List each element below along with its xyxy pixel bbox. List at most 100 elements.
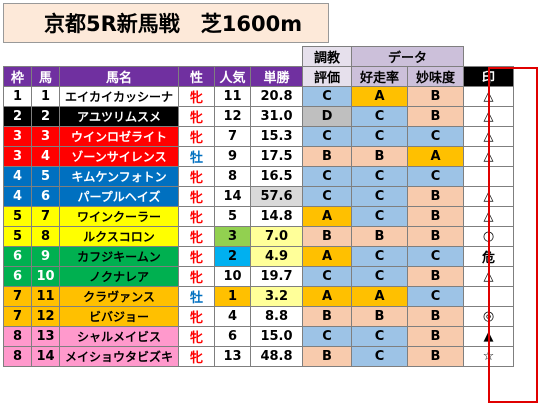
odds-cell: 17.5: [250, 146, 303, 167]
frame-number-cell: 2: [3, 106, 32, 127]
table-row: 1 1 エイカイカッシーナ牝 11 20.8 C A B △: [3, 86, 514, 107]
horse-name-cell: ビバジョー: [59, 306, 179, 327]
header-data-group: データ: [351, 46, 464, 67]
kosou-grade-cell: C: [351, 126, 408, 147]
training-grade-cell: D: [302, 106, 352, 127]
popularity-cell: 2: [214, 246, 251, 267]
horse-name-cell: ノクナレア: [59, 266, 179, 287]
training-grade-cell: C: [302, 166, 352, 187]
header-odds: 単勝: [250, 66, 303, 87]
table-row: 5 7 ワインクーラー牝 5 14.8 A C B △: [3, 206, 514, 227]
kosou-grade-cell: A: [351, 86, 408, 107]
horse-name-cell: アユツリムスメ: [59, 106, 179, 127]
mark-cell: △: [463, 266, 514, 287]
sex-cell: 牝: [178, 86, 215, 107]
popularity-cell: 13: [214, 346, 251, 367]
frame-number-cell: 6: [3, 246, 32, 267]
horse-name-cell: シャルメイビス: [59, 326, 179, 347]
training-grade-cell: B: [302, 146, 352, 167]
sex-cell: 牝: [178, 306, 215, 327]
horse-name-cell: カフジキームン: [59, 246, 179, 267]
horse-name-cell: エイカイカッシーナ: [59, 86, 179, 107]
horse-name-cell: ワインクーラー: [59, 206, 179, 227]
odds-cell: 15.0: [250, 326, 303, 347]
kosou-grade-cell: C: [351, 266, 408, 287]
header-training-bottom: 評価: [302, 66, 352, 87]
horse-number-cell: 8: [31, 226, 60, 247]
table-row: 2 2 アユツリムスメ牝 12 31.0 D C B △: [3, 106, 514, 127]
training-grade-cell: A: [302, 246, 352, 267]
popularity-cell: 14: [214, 186, 251, 207]
frame-number-cell: 5: [3, 206, 32, 227]
myomi-grade-cell: B: [407, 206, 464, 227]
odds-cell: 19.7: [250, 266, 303, 287]
table-row: 8 14 メイショウタビズキ牝 13 48.8 B C B ☆: [3, 346, 514, 367]
frame-number-cell: 8: [3, 326, 32, 347]
horse-name-cell: ウインロゼライト: [59, 126, 179, 147]
mark-cell: ▲: [463, 326, 514, 347]
myomi-grade-cell: C: [407, 166, 464, 187]
myomi-grade-cell: C: [407, 246, 464, 267]
horse-number-cell: 13: [31, 326, 60, 347]
mark-cell: ☆: [463, 346, 514, 367]
kosou-grade-cell: C: [351, 346, 408, 367]
frame-number-cell: 5: [3, 226, 32, 247]
frame-number-cell: 7: [3, 286, 32, 307]
odds-cell: 8.8: [250, 306, 303, 327]
horse-name-cell: パープルヘイズ: [59, 186, 179, 207]
horse-number-cell: 14: [31, 346, 60, 367]
odds-cell: 20.8: [250, 86, 303, 107]
header-sex: 性: [178, 66, 215, 87]
myomi-grade-cell: A: [407, 146, 464, 167]
popularity-cell: 11: [214, 86, 251, 107]
horse-number-cell: 4: [31, 146, 60, 167]
myomi-grade-cell: B: [407, 306, 464, 327]
mark-cell: △: [463, 206, 514, 227]
sex-cell: 牝: [178, 326, 215, 347]
training-grade-cell: C: [302, 266, 352, 287]
mark-cell: △: [463, 146, 514, 167]
header-popularity: 人気: [214, 66, 251, 87]
mark-cell: [463, 166, 514, 187]
myomi-grade-cell: C: [407, 126, 464, 147]
odds-cell: 15.3: [250, 126, 303, 147]
race-entry-table: 調教 データ 枠 馬 馬名 性 人気 単勝 評価 好走率 妙味度 印 1 1 エイカ…: [3, 46, 514, 367]
horse-number-cell: 5: [31, 166, 60, 187]
kosou-grade-cell: C: [351, 186, 408, 207]
popularity-cell: 4: [214, 306, 251, 327]
training-grade-cell: C: [302, 86, 352, 107]
mark-cell: ◎: [463, 306, 514, 327]
horse-number-cell: 10: [31, 266, 60, 287]
popularity-cell: 10: [214, 266, 251, 287]
popularity-cell: 8: [214, 166, 251, 187]
horse-number-cell: 2: [31, 106, 60, 127]
header-uma: 馬: [31, 66, 60, 87]
header-myomi: 妙味度: [407, 66, 464, 87]
sex-cell: 牝: [178, 346, 215, 367]
frame-number-cell: 6: [3, 266, 32, 287]
table-row: 6 9 カフジキームン牝 2 4.9 A C C 危: [3, 246, 514, 267]
odds-cell: 48.8: [250, 346, 303, 367]
sex-cell: 牝: [178, 186, 215, 207]
odds-cell: 3.2: [250, 286, 303, 307]
popularity-cell: 9: [214, 146, 251, 167]
table-row: 4 5 キムケンフォトン牝 8 16.5 C C C: [3, 166, 514, 187]
sex-cell: 牝: [178, 106, 215, 127]
horse-name-cell: キムケンフォトン: [59, 166, 179, 187]
kosou-grade-cell: C: [351, 326, 408, 347]
horse-name-cell: ゾーンサイレンス: [59, 146, 179, 167]
kosou-grade-cell: C: [351, 106, 408, 127]
horse-number-cell: 12: [31, 306, 60, 327]
table-row: 6 10 ノクナレア牝 10 19.7 C C B △: [3, 266, 514, 287]
odds-cell: 16.5: [250, 166, 303, 187]
myomi-grade-cell: B: [407, 86, 464, 107]
kosou-grade-cell: B: [351, 306, 408, 327]
sex-cell: 牝: [178, 266, 215, 287]
mark-cell: △: [463, 106, 514, 127]
popularity-cell: 1: [214, 286, 251, 307]
mark-cell: [463, 286, 514, 307]
kosou-grade-cell: A: [351, 286, 408, 307]
myomi-grade-cell: C: [407, 286, 464, 307]
myomi-grade-cell: B: [407, 266, 464, 287]
odds-cell: 4.9: [250, 246, 303, 267]
